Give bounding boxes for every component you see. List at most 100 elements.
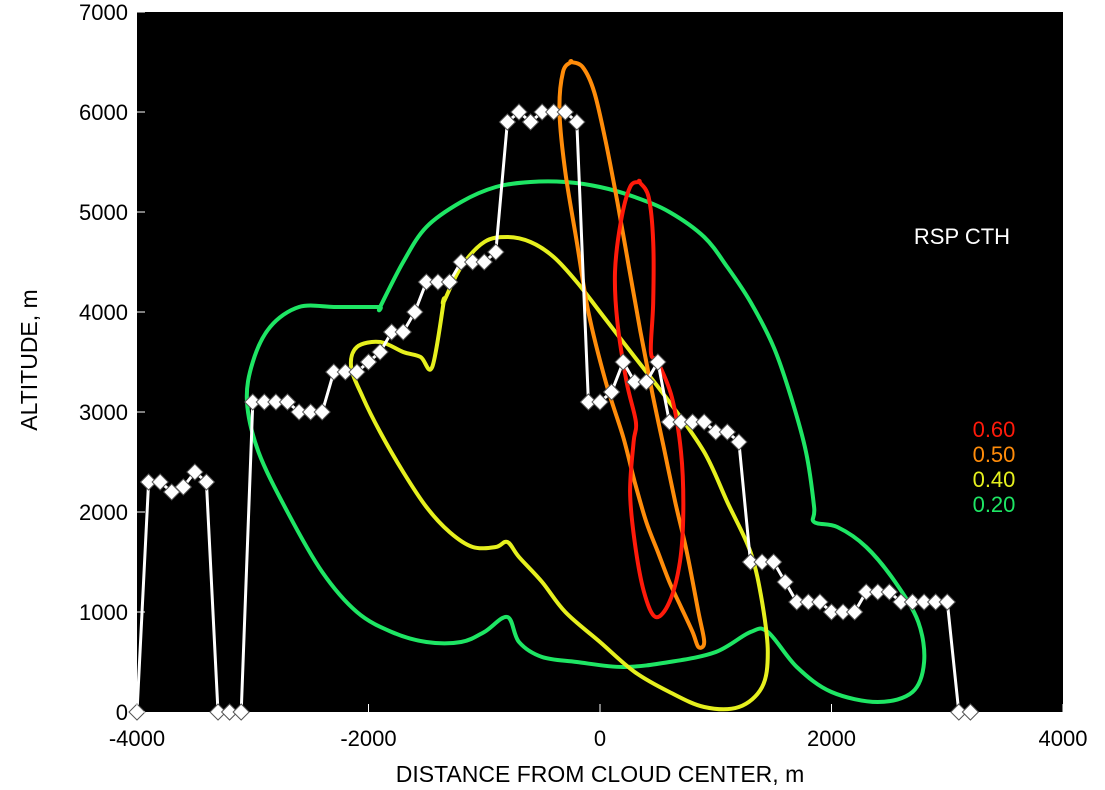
rsp-cth-marker (764, 553, 783, 571)
rsp-cth-marker (950, 703, 968, 721)
rsp-cth-marker (926, 593, 945, 611)
rsp-cth-marker (591, 393, 609, 411)
rsp-cth-marker (672, 413, 690, 431)
y-tick-label: 5000 (79, 200, 128, 225)
rsp-cth-marker (325, 363, 343, 381)
rsp-cth-marker (336, 363, 355, 381)
rsp-cth-marker (348, 363, 366, 381)
rsp-cth-marker (707, 423, 725, 441)
rsp-cth-marker (371, 343, 389, 361)
axes: -4000 -2000 0 2000 4000 0 1000 2000 3000 4000 5000… (79, 0, 1087, 751)
rsp-cth-marker (452, 253, 470, 271)
rsp-cth-marker (290, 403, 308, 421)
annotation-rsp-cth: RSP CTH (914, 224, 1010, 249)
legend-item-0-60: 0.60 (973, 417, 1016, 442)
rsp-cth-marker (498, 113, 517, 131)
rsp-cth-marker (556, 103, 574, 121)
rsp-cth-marker (845, 603, 864, 621)
rsp-cth-marker (487, 243, 505, 261)
rsp-cth-marker (730, 433, 748, 451)
rsp-cth-marker (382, 323, 401, 341)
rsp-cth-marker (244, 393, 262, 411)
rsp-cth-marker (463, 253, 482, 271)
y-tick-label: 4000 (79, 300, 128, 325)
x-tick-label: 4000 (1039, 726, 1088, 751)
rsp-cth-marker (174, 478, 193, 496)
rsp-cth-marker (811, 593, 829, 611)
contour-0-60 (612, 178, 686, 620)
y-tick-label: 3000 (79, 400, 128, 425)
rsp-cth-marker (267, 393, 285, 411)
rsp-cth-marker (915, 593, 933, 611)
rsp-cth-marker (637, 373, 656, 391)
rsp-cth-marker (938, 593, 956, 611)
rsp-cth-marker (869, 583, 887, 601)
contour-0-40 (348, 235, 770, 712)
rsp-cth-marker (857, 583, 875, 601)
y-tick-label: 0 (116, 700, 128, 725)
y-tick-label: 7000 (79, 0, 128, 25)
rsp-cth-marker (151, 473, 169, 491)
rsp-cth-marker (209, 703, 227, 721)
rsp-cth-marker (278, 393, 297, 411)
y-tick-label: 2000 (79, 500, 128, 525)
legend-item-0-40: 0.40 (973, 467, 1016, 492)
x-tick-label: 0 (594, 726, 606, 751)
rsp-cth-marker (417, 273, 436, 291)
rsp-cth-marker (579, 393, 598, 411)
x-tick-label: 2000 (807, 726, 856, 751)
rsp-cth-marker (614, 353, 632, 371)
contour-lines (244, 59, 927, 712)
rsp-cth-marker (626, 373, 644, 391)
rsp-cth-marker (440, 273, 459, 291)
rsp-cth-marker (695, 413, 713, 431)
rsp-cth-marker (660, 413, 679, 431)
x-tick-label: -4000 (109, 726, 165, 751)
legend-item-0-20: 0.20 (973, 492, 1016, 517)
rsp-cth-marker (961, 703, 980, 721)
rsp-cth-marker (880, 583, 899, 601)
x-axis-label: DISTANCE FROM CLOUD CENTER, m (396, 761, 804, 787)
rsp-cth-marker (649, 353, 667, 371)
x-tick-label: -2000 (340, 726, 396, 751)
rsp-cth-marker (718, 423, 737, 441)
rsp-cth-marker (834, 603, 852, 621)
rsp-cth-marker (475, 253, 493, 271)
y-tick-label: 6000 (79, 100, 128, 125)
rsp-cth-marker (359, 353, 378, 371)
rsp-cth-marker (197, 473, 216, 491)
rsp-cth-marker (683, 413, 702, 431)
rsp-cth-marker (220, 703, 239, 721)
legend-item-0-50: 0.50 (973, 442, 1016, 467)
rsp-cth-marker (892, 593, 910, 611)
rsp-cth-marker (533, 103, 551, 121)
y-axis-label: ALTITUDE, m (16, 289, 42, 430)
contour-0-50 (557, 59, 707, 650)
y-tick-label: 1000 (79, 600, 128, 625)
rsp-cth-marker (255, 393, 274, 411)
rsp-cth-marker (903, 593, 922, 611)
rsp-cth-marker (544, 103, 563, 121)
rsp-cth-marker (510, 103, 528, 121)
rsp-cth-marker (741, 553, 760, 571)
legend: 0.600.500.400.20 (973, 417, 1016, 517)
rsp-cth-marker (406, 303, 424, 321)
rsp-cth-marker (822, 603, 841, 621)
rsp-cth-marker (602, 383, 621, 401)
rsp-cth-marker (753, 553, 771, 571)
rsp-cth-marker (232, 703, 250, 721)
rsp-cth-marker (186, 463, 204, 481)
rsp-cth-marker (301, 403, 320, 421)
rsp-cth-marker (139, 473, 158, 491)
rsp-cth-marker (521, 113, 540, 131)
rsp-cth-marker (394, 323, 412, 341)
rsp-cth-marker (776, 573, 794, 591)
rsp-cth-series (128, 103, 980, 721)
rsp-cth-marker (568, 113, 586, 131)
rsp-cth-marker (799, 593, 818, 611)
contour-0-20 (244, 179, 927, 704)
rsp-cth-marker (788, 593, 806, 611)
rsp-cth-marker (313, 403, 331, 421)
rsp-cth-marker (429, 273, 447, 291)
